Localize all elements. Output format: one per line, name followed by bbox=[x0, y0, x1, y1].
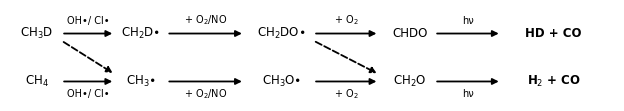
Text: CH$_3$O$\bullet$: CH$_3$O$\bullet$ bbox=[261, 74, 301, 89]
Text: OH•/ Cl•: OH•/ Cl• bbox=[67, 89, 109, 99]
Text: CHDO: CHDO bbox=[392, 27, 427, 40]
Text: CH$_4$: CH$_4$ bbox=[25, 74, 49, 89]
Text: CH$_2$DO$\bullet$: CH$_2$DO$\bullet$ bbox=[257, 26, 306, 41]
Text: CH$_2$O: CH$_2$O bbox=[393, 74, 427, 89]
Text: + O$_2$/NO: + O$_2$/NO bbox=[184, 14, 227, 27]
Text: HD + CO: HD + CO bbox=[525, 27, 582, 40]
Text: hν: hν bbox=[462, 16, 474, 26]
Text: + O$_2$/NO: + O$_2$/NO bbox=[184, 88, 227, 101]
Text: CH$_3$D: CH$_3$D bbox=[20, 26, 54, 41]
Text: + O$_2$: + O$_2$ bbox=[334, 14, 359, 27]
Text: H$_2$ + CO: H$_2$ + CO bbox=[527, 74, 580, 89]
Text: CH$_2$D$\bullet$: CH$_2$D$\bullet$ bbox=[121, 26, 160, 41]
Text: CH$_3$$\bullet$: CH$_3$$\bullet$ bbox=[125, 74, 156, 89]
Text: + O$_2$: + O$_2$ bbox=[334, 88, 359, 101]
Text: hν: hν bbox=[462, 89, 474, 99]
Text: OH•/ Cl•: OH•/ Cl• bbox=[67, 16, 109, 26]
